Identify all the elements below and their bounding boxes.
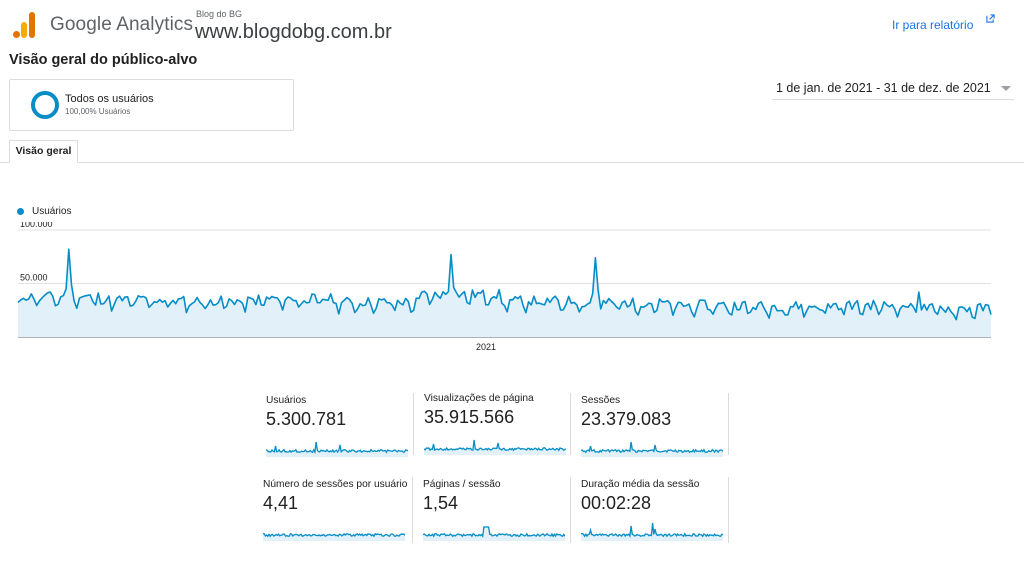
caret-down-icon[interactable] <box>1001 86 1011 91</box>
metric-divider <box>570 393 571 455</box>
metric-sessions-per-user[interactable]: Número de sessões por usuário 4,41 <box>263 479 420 543</box>
y-tick-label: 50.000 <box>20 273 48 283</box>
users-timeline-chart[interactable]: 100.000 50.000 2021 <box>0 222 1024 357</box>
sparkline-area <box>424 440 566 455</box>
metric-sessions[interactable]: Sessões 23.379.083 <box>581 395 738 459</box>
metric-pages-per-session[interactable]: Páginas / sessão 1,54 <box>423 479 580 543</box>
metric-sparkline <box>424 439 566 455</box>
metric-divider <box>413 393 414 455</box>
metric-value: 4,41 <box>263 493 299 513</box>
metric-sparkline <box>266 441 408 457</box>
metric-avg-session-duration[interactable]: Duração média da sessão 00:02:28 <box>581 479 738 543</box>
sparkline-area <box>581 442 723 457</box>
external-link-icon[interactable] <box>986 14 995 23</box>
sparkline-line <box>263 532 405 538</box>
metric-label: Sessões <box>581 395 621 406</box>
metric-divider <box>728 393 729 455</box>
sparkline-line <box>423 526 565 538</box>
metric-label: Páginas / sessão <box>423 479 501 490</box>
legend-dot-users <box>17 208 24 215</box>
sparkline-line <box>266 441 408 455</box>
users-area <box>18 249 991 337</box>
metric-users[interactable]: Usuários 5.300.781 <box>266 395 423 459</box>
metric-sparkline <box>423 526 565 541</box>
legend-label-users[interactable]: Usuários <box>32 206 72 217</box>
tab-overview[interactable]: Visão geral <box>9 140 78 163</box>
metric-label: Visualizações de página <box>424 393 534 404</box>
metric-label: Usuários <box>266 395 307 406</box>
segment-all-users[interactable]: Todos os usuários 100,00% Usuários <box>9 79 294 131</box>
metric-sparkline <box>263 532 405 541</box>
sparkline-area <box>266 442 408 457</box>
page-title: Visão geral do público-alvo <box>9 52 198 68</box>
metric-value: 5.300.781 <box>266 409 347 429</box>
sparkline-line <box>581 522 723 538</box>
x-tick-label: 2021 <box>476 342 496 352</box>
metric-divider <box>570 477 571 543</box>
users-line <box>17 248 992 321</box>
google-analytics-logo-icon <box>13 12 35 38</box>
metric-divider <box>728 477 729 543</box>
sparkline-line <box>424 439 566 452</box>
metric-label: Número de sessões por usuário <box>263 479 408 490</box>
segment-share: 100,00% Usuários <box>65 107 131 116</box>
account-label[interactable]: Blog do BG <box>196 9 243 19</box>
go-to-report-link[interactable]: Ir para relatório <box>892 18 974 32</box>
metric-value: 23.379.083 <box>581 409 672 429</box>
tab-divider <box>0 162 1024 163</box>
sparkline-line <box>581 441 723 454</box>
y-tick-label: 100.000 <box>20 222 53 229</box>
metric-label: Duração média da sessão <box>581 479 700 490</box>
metric-pageviews[interactable]: Visualizações de página 35.915.566 <box>424 393 581 457</box>
segment-ring-icon <box>31 91 59 119</box>
sparkline-area <box>423 527 565 541</box>
metric-value: 1,54 <box>423 493 459 513</box>
date-range-picker[interactable]: 1 de jan. de 2021 - 31 de dez. de 2021 <box>772 80 1014 100</box>
metric-sparkline <box>581 441 723 457</box>
metric-sparkline <box>581 522 723 541</box>
property-selector[interactable]: www.blogdobg.com.br <box>195 21 392 43</box>
segment-name: Todos os usuários <box>65 93 154 105</box>
metric-value: 35.915.566 <box>424 407 515 427</box>
app-title: Google Analytics <box>50 14 194 35</box>
metric-divider <box>412 477 413 543</box>
metric-value: 00:02:28 <box>581 493 652 513</box>
